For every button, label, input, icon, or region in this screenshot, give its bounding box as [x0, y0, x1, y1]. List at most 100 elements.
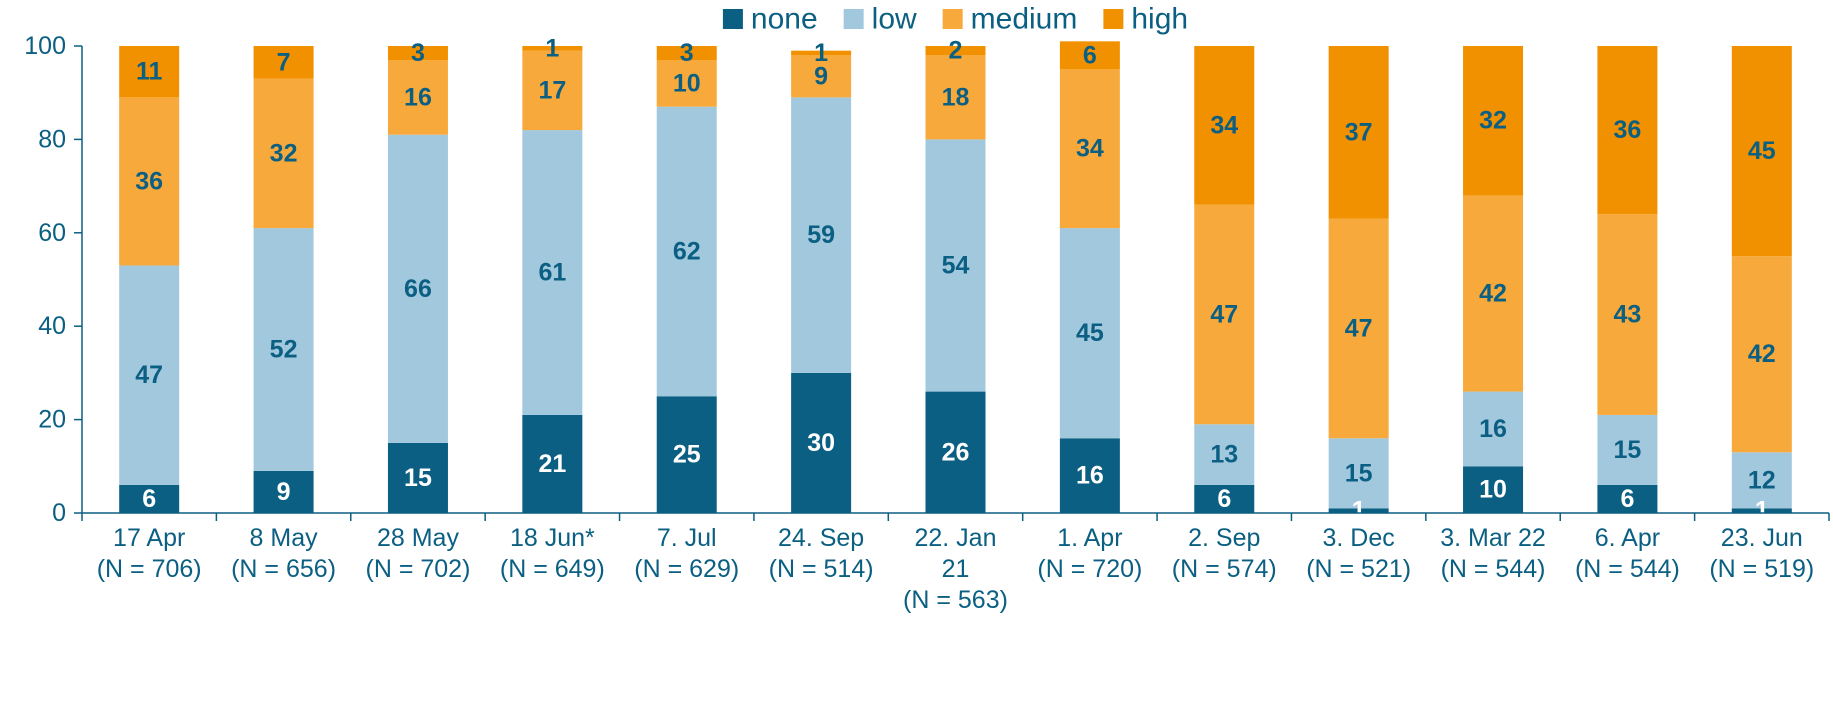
data-label-none-11: 10	[1479, 476, 1507, 504]
data-label-high-8: 6	[1083, 41, 1097, 69]
x-tick-label: 18 Jun* (N = 649)	[500, 524, 605, 583]
bar-none-3	[387, 442, 448, 513]
data-label-none-6: 30	[807, 429, 835, 457]
x-tick-label: 17 Apr (N = 706)	[97, 524, 202, 583]
data-label-low-1: 47	[135, 361, 163, 389]
bar-high-1	[119, 46, 180, 98]
data-label-high-9: 34	[1210, 111, 1238, 139]
bar-medium-6	[791, 55, 852, 98]
data-label-medium-9: 47	[1210, 301, 1238, 329]
x-tick-label: 22. Jan 21 (N = 563)	[903, 524, 1008, 614]
bar-none-9	[1194, 484, 1255, 513]
bar-medium-1	[119, 97, 180, 266]
bar-medium-4	[522, 50, 583, 131]
bar-high-5	[656, 46, 717, 61]
legend-label-medium: medium	[971, 3, 1078, 36]
value-labels: 6473611952327156616321611712562103305991…	[135, 34, 1776, 524]
y-tick-label: 100	[24, 32, 66, 60]
bar-medium-12	[1597, 214, 1658, 415]
data-label-high-10: 37	[1345, 118, 1373, 146]
legend-item-high: high	[1103, 3, 1188, 36]
bar-low-3	[387, 134, 448, 443]
x-tick-label: 28 May (N = 702)	[366, 524, 471, 583]
bar-high-2	[253, 46, 314, 79]
bar-low-6	[791, 97, 852, 373]
bar-none-11	[1463, 466, 1524, 513]
bar-high-4	[522, 46, 583, 51]
bar-none-12	[1597, 484, 1658, 513]
bar-none-7	[925, 391, 986, 513]
data-label-none-12: 6	[1620, 485, 1634, 513]
y-axis: 0 20 40 60 80 100	[24, 32, 83, 527]
bar-medium-5	[656, 60, 717, 107]
x-tick-label: 6. Apr (N = 544)	[1575, 524, 1680, 583]
bar-low-11	[1463, 391, 1524, 467]
x-tick-label: 3. Mar 22 (N = 544)	[1440, 524, 1546, 583]
y-tick-label: 0	[52, 499, 66, 527]
legend-swatch-low	[843, 9, 864, 29]
bar-none-6	[791, 372, 852, 513]
data-label-low-13: 12	[1748, 466, 1776, 494]
data-label-none-4: 21	[538, 450, 566, 478]
data-label-none-2: 9	[277, 478, 291, 506]
data-label-medium-1: 36	[135, 167, 163, 195]
legend-label-none: none	[751, 3, 818, 36]
data-label-medium-4: 17	[538, 76, 566, 104]
bar-low-8	[1059, 228, 1120, 439]
bar-high-10	[1328, 46, 1389, 219]
legend-item-medium: medium	[942, 3, 1078, 36]
data-label-medium-7: 18	[942, 83, 970, 111]
data-label-high-6: 1	[814, 39, 828, 67]
data-label-low-3: 66	[404, 275, 432, 303]
data-label-medium-2: 32	[270, 139, 298, 167]
data-label-high-4: 1	[545, 34, 559, 62]
x-tick-label: 8 May (N = 656)	[231, 524, 336, 583]
data-label-high-1: 11	[136, 58, 163, 86]
legend-swatch-high	[1103, 9, 1124, 29]
data-label-none-10: 1	[1352, 497, 1366, 525]
x-axis: 17 Apr (N = 706) 8 May (N = 656) 28 May (N = …	[81, 512, 1830, 614]
data-label-low-5: 62	[673, 237, 701, 265]
y-tick-label: 80	[38, 125, 66, 153]
bar-medium-7	[925, 55, 986, 140]
y-tick-label: 40	[38, 312, 66, 340]
bar-none-5	[656, 396, 717, 513]
bar-none-4	[522, 414, 583, 513]
bar-medium-2	[253, 78, 314, 229]
data-label-none-8: 16	[1076, 462, 1104, 490]
data-label-medium-8: 34	[1076, 135, 1104, 163]
bar-medium-13	[1731, 256, 1792, 453]
data-label-low-10: 15	[1345, 459, 1373, 487]
data-label-low-8: 45	[1076, 319, 1104, 347]
bar-none-8	[1059, 438, 1120, 513]
data-label-none-3: 15	[404, 464, 432, 492]
y-tick-label: 60	[38, 219, 66, 247]
bar-none-1	[119, 484, 180, 513]
data-label-medium-5: 10	[673, 69, 701, 97]
bar-low-7	[925, 139, 986, 392]
data-label-low-11: 16	[1479, 415, 1507, 443]
x-tick-label: 3. Dec (N = 521)	[1306, 524, 1411, 583]
data-label-high-12: 36	[1614, 116, 1642, 144]
bar-high-11	[1463, 46, 1524, 196]
data-label-high-11: 32	[1479, 107, 1507, 135]
bar-medium-9	[1194, 204, 1255, 425]
legend-swatch-medium	[942, 9, 963, 29]
data-label-medium-3: 16	[404, 83, 432, 111]
legend-swatch-none	[722, 9, 743, 29]
data-label-medium-10: 47	[1345, 315, 1373, 343]
data-label-high-2: 7	[277, 48, 291, 76]
bar-high-6	[791, 50, 852, 56]
bars	[119, 41, 1792, 513]
data-label-high-5: 3	[680, 39, 694, 67]
x-tick-label: 7. Jul (N = 629)	[634, 524, 739, 583]
data-label-medium-11: 42	[1479, 280, 1507, 308]
bar-low-12	[1597, 414, 1658, 485]
data-label-low-2: 52	[270, 336, 298, 364]
data-label-medium-13: 42	[1748, 340, 1776, 368]
data-label-none-13: 1	[1755, 497, 1769, 525]
y-tick-label: 20	[38, 406, 66, 434]
data-label-none-7: 26	[942, 438, 970, 466]
bar-low-10	[1328, 438, 1389, 509]
